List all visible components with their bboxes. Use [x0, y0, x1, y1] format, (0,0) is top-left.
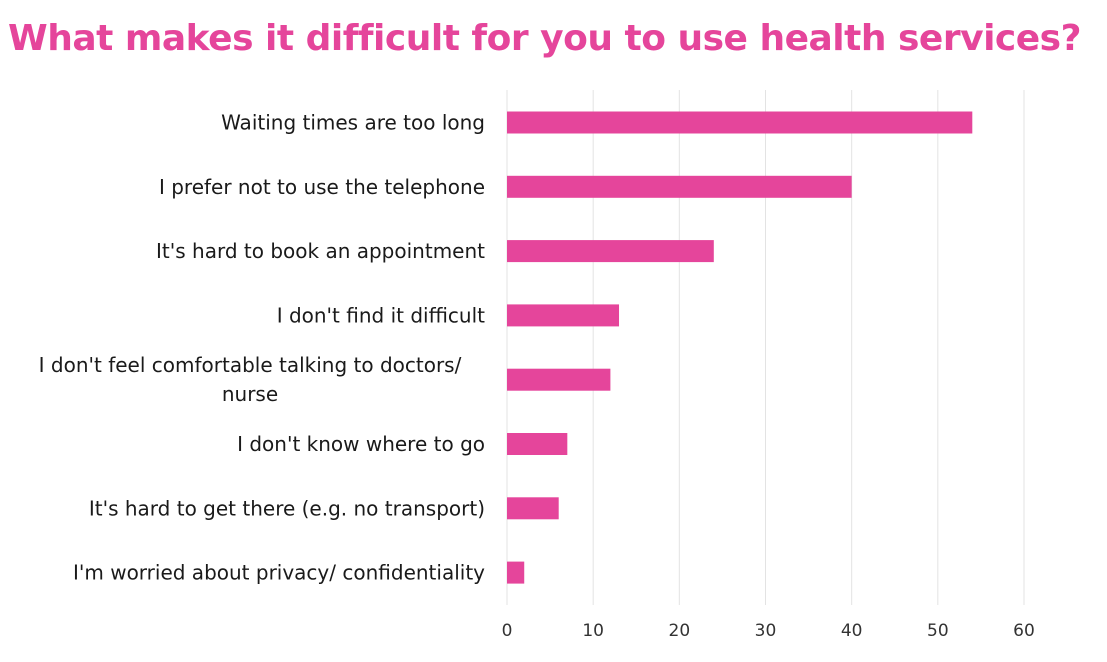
x-tick-label: 30 [755, 621, 777, 641]
category-label-line: It's hard to book an appointment [156, 239, 485, 263]
chart-title: What makes it difficult for you to use h… [8, 18, 1081, 59]
category-label: I prefer not to use the telephone [159, 175, 485, 199]
bar [507, 368, 611, 391]
bar [507, 304, 620, 327]
bar [507, 111, 973, 134]
x-tick-label: 20 [669, 621, 691, 641]
category-label-line: I don't feel comfortable talking to doct… [39, 353, 462, 377]
category-label: I don't know where to go [237, 432, 485, 456]
category-label-line: Waiting times are too long [221, 111, 485, 135]
category-label: I don't feel comfortable talking to doct… [39, 353, 462, 406]
x-tick-label: 0 [502, 621, 513, 641]
category-labels: Waiting times are too long I prefer not t… [39, 111, 486, 585]
category-label: I'm worried about privacy/ confidentiali… [73, 561, 485, 585]
category-label-line: I'm worried about privacy/ confidentiali… [73, 561, 485, 585]
bar [507, 497, 559, 520]
category-label: Waiting times are too long [221, 111, 485, 135]
category-label-line: I don't find it difficult [277, 303, 485, 327]
bar [507, 240, 714, 263]
bar [507, 433, 568, 455]
category-label-line: I prefer not to use the telephone [159, 175, 485, 199]
x-tick-label: 50 [927, 621, 949, 641]
bar [507, 175, 852, 198]
category-label-line: It's hard to get there (e.g. no transpor… [89, 496, 485, 520]
x-tick-label: 40 [841, 621, 863, 641]
bar [507, 561, 525, 584]
category-label: I don't find it difficult [277, 303, 485, 327]
category-label: It's hard to book an appointment [156, 239, 485, 263]
category-label-line: I don't know where to go [237, 432, 485, 456]
category-label: It's hard to get there (e.g. no transpor… [89, 496, 485, 520]
x-tick-label: 60 [1013, 621, 1035, 641]
x-tick-label: 10 [582, 621, 604, 641]
bars [507, 111, 973, 584]
gridlines [506, 90, 1025, 605]
x-axis-tick-labels: 0 10 20 30 40 50 60 [502, 621, 1035, 641]
category-label-line: nurse [222, 382, 278, 406]
